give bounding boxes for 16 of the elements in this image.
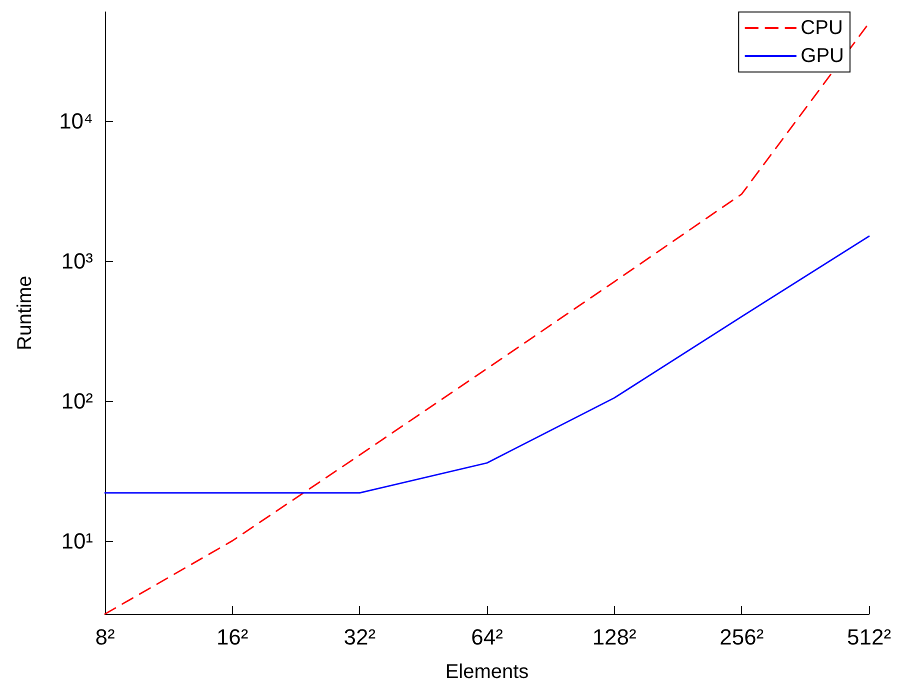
- x-axis-title: Elements: [445, 661, 529, 683]
- y-axis-title: Runtime: [14, 276, 36, 350]
- x-tick-label: 128²: [592, 624, 636, 650]
- y-tick-label: 10¹: [61, 528, 93, 554]
- x-tick-label: 512²: [846, 624, 892, 650]
- x-tick-label: 8²: [95, 624, 115, 650]
- x-tick-label: 256²: [720, 624, 764, 650]
- legend-label: GPU: [800, 45, 844, 67]
- x-tick-label: 32²: [344, 624, 376, 650]
- y-tick-label: 10⁴: [59, 108, 93, 134]
- y-tick-label: 10²: [61, 388, 93, 414]
- legend-label: CPU: [800, 17, 843, 39]
- x-tick-label: 64²: [471, 624, 503, 650]
- y-tick-label: 10³: [61, 248, 93, 274]
- line-series: [104, 235, 870, 494]
- x-tick-label: 16²: [216, 624, 248, 650]
